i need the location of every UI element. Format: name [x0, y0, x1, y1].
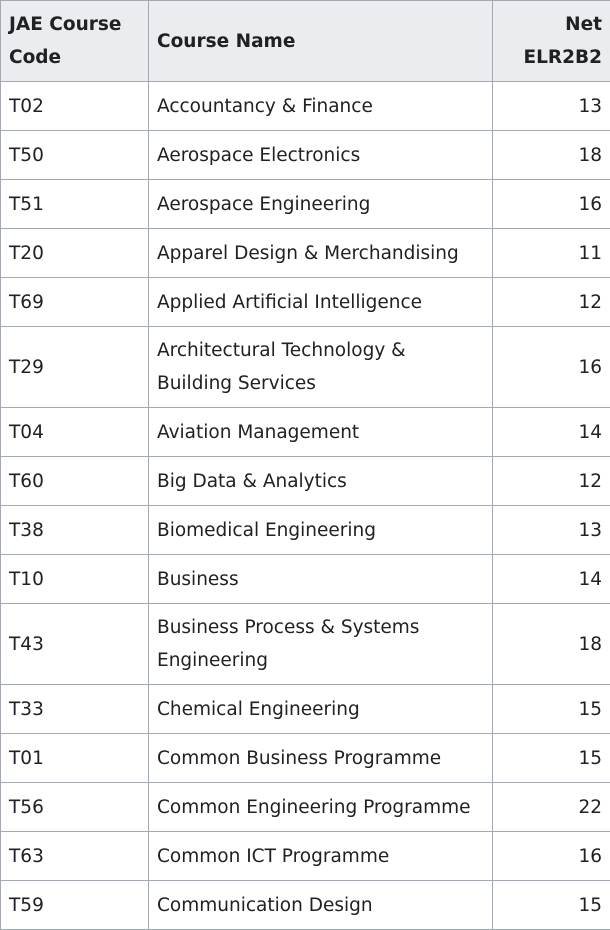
- net-elr2b2-cell: 11: [493, 229, 610, 278]
- course-code-cell: T50: [1, 131, 149, 180]
- course-name-cell: Aviation Management: [149, 408, 493, 457]
- course-name-cell: Aerospace Engineering: [149, 180, 493, 229]
- net-elr2b2-cell: 18: [493, 131, 610, 180]
- course-name-cell: Applied Artificial Intelligence: [149, 278, 493, 327]
- course-name-cell: Biomedical Engineering: [149, 506, 493, 555]
- course-code-cell: T56: [1, 783, 149, 832]
- header-row: JAE Course Code Course Name Net ELR2B2: [1, 1, 610, 82]
- course-name-cell: Common Engineering Programme: [149, 783, 493, 832]
- course-name-cell: Common ICT Programme: [149, 832, 493, 881]
- course-name-cell: Common Business Programme: [149, 734, 493, 783]
- course-name-cell: Chemical Engineering: [149, 685, 493, 734]
- course-name-cell: Architectural Technology & Building Serv…: [149, 327, 493, 408]
- course-name-cell: Business Process & Systems Engineering: [149, 604, 493, 685]
- course-code-cell: T10: [1, 555, 149, 604]
- header-course-name: Course Name: [149, 1, 493, 82]
- course-code-cell: T04: [1, 408, 149, 457]
- course-code-cell: T43: [1, 604, 149, 685]
- net-elr2b2-cell: 16: [493, 832, 610, 881]
- net-elr2b2-cell: 14: [493, 555, 610, 604]
- course-name-cell: Business: [149, 555, 493, 604]
- net-elr2b2-cell: 12: [493, 278, 610, 327]
- net-elr2b2-cell: 16: [493, 180, 610, 229]
- course-code-cell: T60: [1, 457, 149, 506]
- net-elr2b2-cell: 13: [493, 506, 610, 555]
- net-elr2b2-cell: 22: [493, 783, 610, 832]
- course-name-cell: Apparel Design & Merchandising: [149, 229, 493, 278]
- course-code-cell: T20: [1, 229, 149, 278]
- net-elr2b2-cell: 15: [493, 881, 610, 930]
- course-code-cell: T59: [1, 881, 149, 930]
- course-name-cell: Big Data & Analytics: [149, 457, 493, 506]
- course-code-cell: T63: [1, 832, 149, 881]
- course-code-cell: T01: [1, 734, 149, 783]
- course-code-cell: T02: [1, 82, 149, 131]
- course-code-cell: T29: [1, 327, 149, 408]
- header-net-elr2b2: Net ELR2B2: [493, 1, 610, 82]
- header-course-code: JAE Course Code: [1, 1, 149, 82]
- net-elr2b2-cell: 16: [493, 327, 610, 408]
- course-code-cell: T38: [1, 506, 149, 555]
- course-name-cell: Communication Design: [149, 881, 493, 930]
- net-elr2b2-cell: 15: [493, 685, 610, 734]
- net-elr2b2-cell: 14: [493, 408, 610, 457]
- course-name-cell: Aerospace Electronics: [149, 131, 493, 180]
- net-elr2b2-cell: 13: [493, 82, 610, 131]
- net-elr2b2-cell: 12: [493, 457, 610, 506]
- net-elr2b2-cell: 18: [493, 604, 610, 685]
- net-elr2b2-cell: 15: [493, 734, 610, 783]
- course-code-cell: T69: [1, 278, 149, 327]
- course-code-cell: T33: [1, 685, 149, 734]
- course-code-cell: T51: [1, 180, 149, 229]
- course-name-cell: Accountancy & Finance: [149, 82, 493, 131]
